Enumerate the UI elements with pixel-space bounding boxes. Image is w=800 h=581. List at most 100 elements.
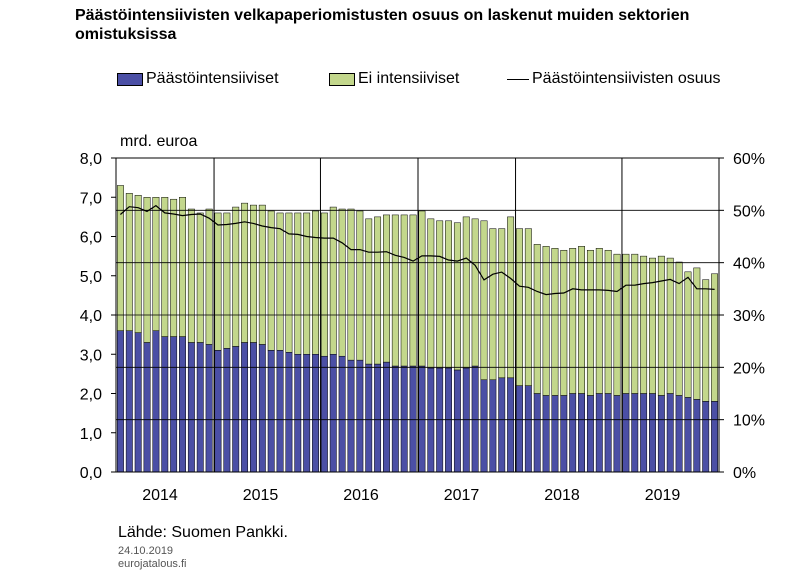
bar-other (533, 244, 541, 394)
bar-other (462, 216, 470, 369)
bar-intensive (205, 344, 213, 473)
bar-other (418, 210, 426, 367)
bar-other (258, 204, 266, 345)
bar-other (631, 253, 639, 394)
left-axis-unit: mrd. euroa (120, 133, 198, 150)
bar-intensive (241, 342, 249, 473)
bar-intensive (649, 393, 656, 473)
bar-other (294, 212, 302, 355)
site-name: eurojatalous.fi (118, 558, 187, 570)
bar-other (649, 257, 656, 394)
bar-other (347, 208, 355, 361)
bar-other (356, 210, 364, 361)
left-axis-tick-label: 0,0 (80, 465, 102, 482)
bar-other (374, 216, 382, 365)
bar-other (427, 218, 435, 369)
chart-title: Päästöintensiivisten velkapaperiomistust… (75, 7, 690, 43)
bar-intensive (516, 385, 523, 473)
bar-other (711, 273, 719, 402)
bar-other (285, 212, 293, 353)
bar-intensive (214, 350, 222, 473)
bar-intensive (374, 363, 382, 473)
bar-other (250, 204, 257, 343)
bar-other (391, 214, 399, 367)
bar-intensive (320, 355, 328, 473)
bar-intensive (143, 342, 151, 473)
line-share (120, 204, 715, 296)
bar-other (409, 214, 417, 367)
bar-intensive (533, 393, 541, 473)
bar-intensive (586, 395, 594, 473)
left-axis-tick-label: 1,0 (80, 426, 102, 443)
bar-intensive (622, 393, 630, 473)
bar-intensive (152, 330, 160, 473)
right-axis-tick-label: 30% (733, 308, 765, 325)
bar-other (489, 228, 497, 381)
bar-intensive (675, 395, 683, 473)
bar-other (604, 249, 612, 394)
left-axis-tick-label: 2,0 (80, 387, 102, 404)
bar-other (152, 197, 160, 331)
bar-other (329, 206, 337, 355)
bar-intensive (657, 395, 665, 473)
bar-intensive (285, 352, 293, 473)
bar-other (312, 210, 319, 355)
legend-item-share: Päästöintensiivisten osuus (507, 70, 721, 88)
bar-intensive (666, 393, 674, 473)
bar-intensive (480, 379, 488, 473)
bar-other (684, 271, 692, 398)
bar-intensive (604, 393, 612, 473)
bar-other (320, 212, 328, 357)
bar-other (507, 216, 515, 379)
bar-intensive (232, 346, 240, 473)
bar-other (693, 267, 701, 400)
bar-other (383, 214, 390, 363)
bar-intensive (329, 354, 337, 473)
bar-intensive (294, 354, 302, 473)
bar-intensive (400, 365, 408, 473)
bar-other (702, 279, 710, 402)
legend-label-intensive: Päästöintensiiviset (146, 70, 279, 87)
bar-other (170, 198, 178, 337)
bar-intensive (347, 359, 355, 473)
bar-intensive (489, 379, 497, 473)
bar-intensive (684, 397, 692, 473)
bar-intensive (258, 344, 266, 473)
x-axis-year-label: 2016 (343, 487, 379, 504)
x-axis-year-label: 2015 (243, 487, 279, 504)
bar-intensive (338, 355, 346, 473)
bar-other (365, 218, 373, 365)
bar-intensive (196, 342, 204, 473)
legend-item-other: Ei intensiiviset (329, 70, 459, 88)
bar-intensive (365, 363, 373, 473)
bar-other (586, 249, 594, 396)
bar-other (595, 248, 603, 394)
bar-intensive (471, 365, 479, 473)
bar-intensive (453, 369, 461, 473)
bar-other (622, 253, 630, 394)
bar-other (125, 193, 133, 331)
bar-other (578, 246, 585, 394)
bar-other (675, 261, 683, 396)
bar-other (436, 220, 444, 369)
bar-intensive (267, 350, 275, 473)
bar-other (498, 228, 506, 379)
bar-intensive (250, 342, 257, 473)
bar-other (179, 197, 186, 337)
bar-intensive (595, 393, 603, 473)
bar-intensive (383, 361, 390, 473)
legend-label-other: Ei intensiiviset (358, 70, 460, 87)
bar-intensive (391, 365, 399, 473)
bar-other (480, 220, 488, 381)
bar-other (471, 218, 479, 367)
bar-intensive (507, 377, 515, 473)
bar-intensive (524, 385, 532, 473)
bar-intensive (409, 365, 417, 473)
bar-intensive (161, 336, 169, 473)
bar-other (542, 246, 550, 396)
right-axis-tick-label: 40% (733, 256, 765, 273)
bar-intensive (578, 393, 585, 473)
right-axis-tick-label: 20% (733, 360, 765, 377)
left-axis-tick-label: 5,0 (80, 269, 102, 286)
left-axis-tick-label: 6,0 (80, 230, 102, 247)
